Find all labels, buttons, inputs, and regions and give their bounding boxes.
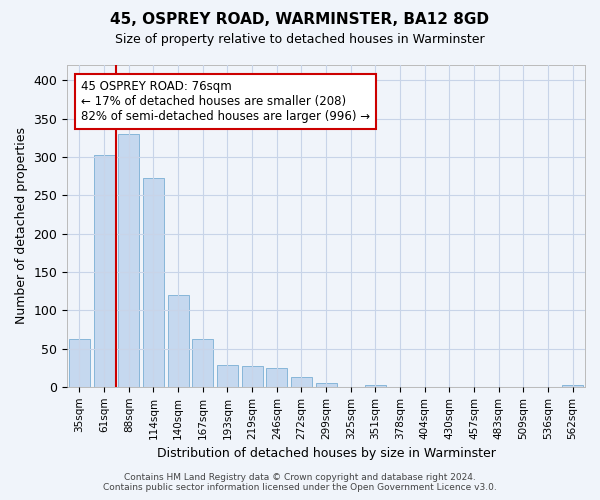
Bar	[69, 340, 90, 387]
Bar	[217, 366, 238, 387]
Y-axis label: Number of detached properties: Number of detached properties	[15, 128, 28, 324]
Bar	[365, 384, 386, 387]
Bar	[192, 338, 213, 387]
Bar	[291, 377, 312, 387]
Text: 45, OSPREY ROAD, WARMINSTER, BA12 8GD: 45, OSPREY ROAD, WARMINSTER, BA12 8GD	[110, 12, 490, 28]
Bar	[242, 366, 263, 387]
Bar	[143, 178, 164, 387]
Bar	[266, 368, 287, 387]
Bar	[94, 156, 115, 387]
X-axis label: Distribution of detached houses by size in Warminster: Distribution of detached houses by size …	[157, 447, 496, 460]
Bar	[316, 383, 337, 387]
Text: Size of property relative to detached houses in Warminster: Size of property relative to detached ho…	[115, 32, 485, 46]
Text: 45 OSPREY ROAD: 76sqm
← 17% of detached houses are smaller (208)
82% of semi-det: 45 OSPREY ROAD: 76sqm ← 17% of detached …	[81, 80, 370, 124]
Text: Contains HM Land Registry data © Crown copyright and database right 2024.
Contai: Contains HM Land Registry data © Crown c…	[103, 473, 497, 492]
Bar	[167, 295, 188, 387]
Bar	[562, 384, 583, 387]
Bar	[118, 134, 139, 387]
